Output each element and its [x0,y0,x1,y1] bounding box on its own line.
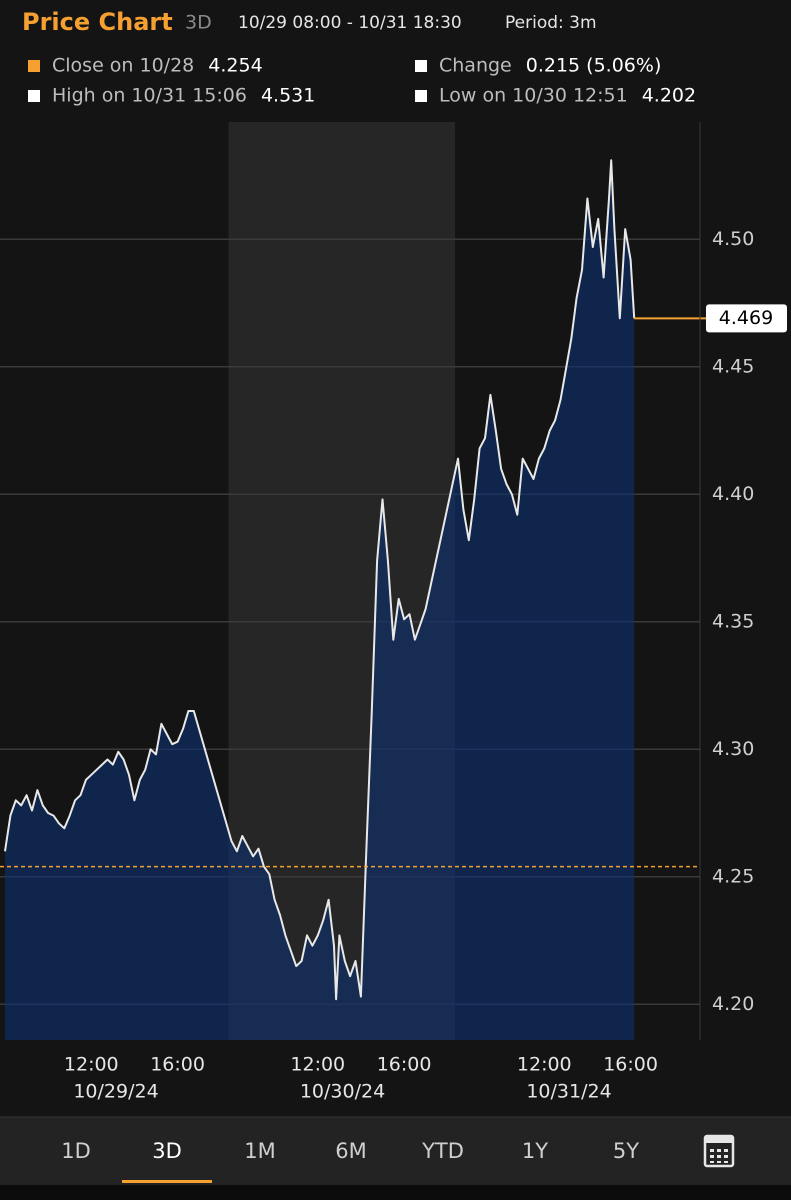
legend-label: High on 10/31 15:06 [52,85,247,107]
y-tick-label: 4.35 [712,610,754,632]
tab-underline [122,1180,212,1183]
range-tab[interactable]: 6M [335,1139,366,1163]
calendar-grid [710,1149,728,1163]
price-line [4,159,636,1001]
range-tab[interactable]: 3D [152,1139,182,1163]
range-tab[interactable]: 5Y [613,1139,639,1163]
legend-swatch [415,90,427,102]
y-tick-label: 4.45 [712,355,754,377]
x-tick-label: 12:00 [517,1054,572,1076]
y-tick-label: 4.40 [712,483,754,505]
bottom-strip [0,1185,791,1200]
legend-label: Low on 10/30 12:51 [439,85,628,107]
range-tab[interactable]: 1Y [522,1139,548,1163]
x-tick-label: 16:00 [150,1054,205,1076]
legend-value: 4.254 [208,55,262,77]
legend-swatch [415,60,427,72]
y-tick-label: 4.30 [712,738,754,760]
range-tab[interactable]: 1D [61,1139,91,1163]
y-tick-label: 4.20 [712,993,754,1015]
y-tick-label: 4.50 [712,228,754,250]
legend-label: Close on 10/28 [52,55,194,77]
price-area [5,160,635,1041]
last-price-label: 4.469 [719,307,773,329]
calendar-icon[interactable] [703,1134,735,1168]
legend-swatch [28,90,40,102]
range: 3D [185,12,212,34]
x-date-label: 10/31/24 [526,1081,611,1103]
range-tab[interactable]: 1M [244,1139,275,1163]
legend-value: 4.202 [642,85,696,107]
legend-swatch [28,60,40,72]
period: Period: 3m [505,13,597,33]
tab-bar [0,1117,791,1185]
title: Price Chart [22,8,173,36]
legend-value: 4.531 [261,85,315,107]
x-date-label: 10/29/24 [73,1081,158,1103]
calendar-top [705,1136,733,1143]
x-tick-label: 16:00 [603,1054,658,1076]
span: 10/29 08:00 - 10/31 18:30 [238,13,462,33]
last-price-box [706,304,787,333]
legend-label: Change [439,55,512,77]
y-tick-label: 4.25 [712,865,754,887]
x-tick-label: 12:00 [290,1054,345,1076]
range-tab[interactable]: YTD [421,1139,464,1163]
x-tick-label: 12:00 [64,1054,119,1076]
x-date-label: 10/30/24 [300,1081,385,1103]
legend-value: 0.215 (5.06%) [526,55,662,77]
x-tick-label: 16:00 [377,1054,432,1076]
